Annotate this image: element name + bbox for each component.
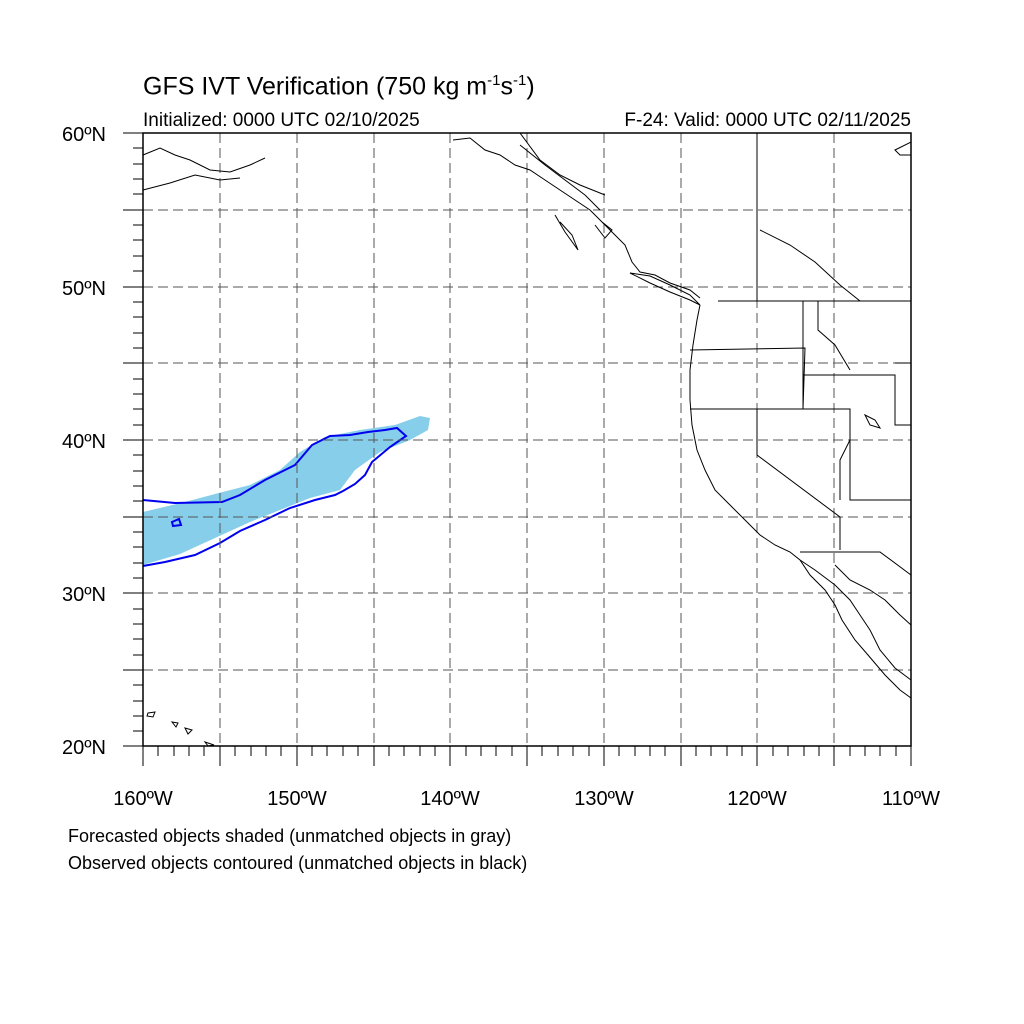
lat-label-60: 60ºN [62,124,106,146]
legend-note-observed: Observed objects contoured (unmatched ob… [68,853,528,873]
initialized-time: Initialized: 0000 UTC 02/10/2025 [143,110,420,131]
lon-label-160w: 160ºW [113,788,173,810]
lon-label-150w: 150ºW [267,788,327,810]
lat-label-40: 40ºN [62,431,106,453]
lat-label-30: 30ºN [62,584,106,606]
observed-contour-small [170,517,183,528]
lon-label-120w: 120ºW [727,788,787,810]
lat-label-20: 20ºN [62,737,106,759]
observed-contour [142,426,408,567]
map-title: GFS IVT Verification (750 kg m-1s-1) [143,72,535,101]
forecast-object [143,416,430,565]
lon-label-140w: 140ºW [420,788,480,810]
lon-label-110w: 110ºW [882,788,940,810]
lat-label-50: 50ºN [62,278,106,300]
legend-note-forecast: Forecasted objects shaded (unmatched obj… [68,826,512,846]
grid-lines [143,133,911,746]
valid-time: F-24: Valid: 0000 UTC 02/11/2025 [624,110,911,131]
lon-label-130w: 130ºW [574,788,634,810]
